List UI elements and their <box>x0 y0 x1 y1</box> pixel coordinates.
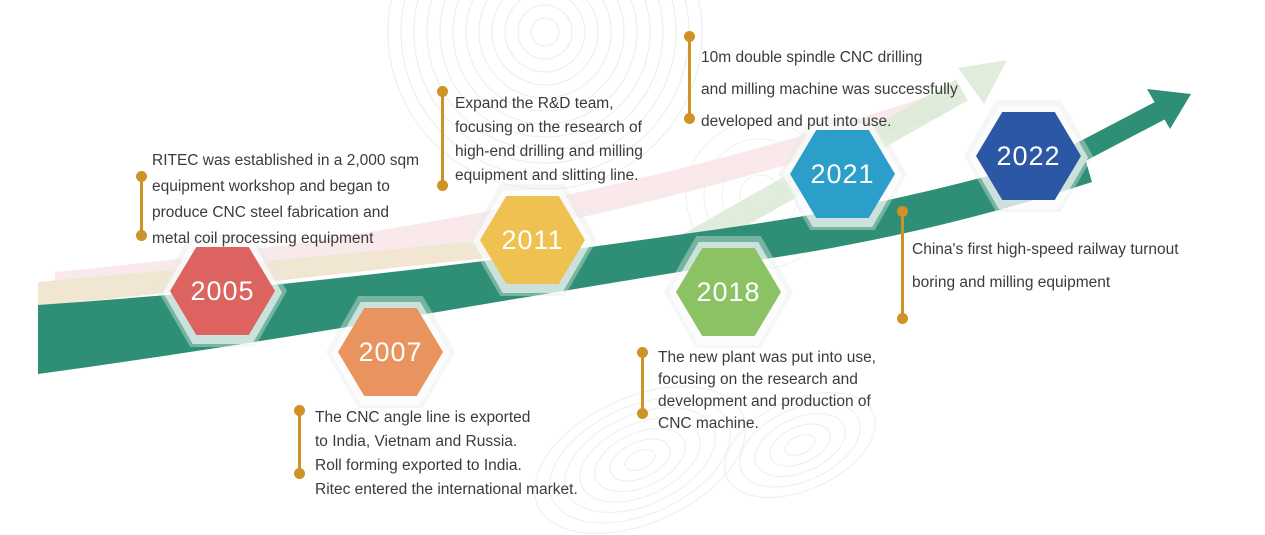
description-line: RITEC was established in a 2,000 sqm <box>152 152 420 169</box>
description-line: focusing on the research of <box>455 119 642 136</box>
description-line: equipment and slitting line. <box>455 167 639 184</box>
description-line: focusing on the research and <box>658 371 858 388</box>
description-line: CNC machine. <box>658 415 759 432</box>
connector-2022 <box>897 206 908 324</box>
milestone-hex-2022: 2022 <box>964 100 1093 212</box>
hex-body: 2021 <box>790 130 895 218</box>
connector-dot-top <box>897 206 908 217</box>
description-line: China's first high-speed railway turnout <box>912 241 1179 258</box>
milestone-hex-2018: 2018 <box>664 236 793 348</box>
connector-dot-top <box>684 31 695 42</box>
contour-rings-bottom-left <box>533 386 747 534</box>
description-line: boring and milling equipment <box>912 274 1111 291</box>
connector-2018 <box>637 347 648 419</box>
connector-dot-top <box>294 405 305 416</box>
description-line: Roll forming exported to India. <box>315 457 522 474</box>
year-label: 2011 <box>501 224 564 255</box>
description-line: produce CNC steel fabrication and <box>152 204 389 221</box>
year-label: 2007 <box>358 336 423 367</box>
description-line: Expand the R&D team, <box>455 95 614 112</box>
milestone-hex-2007: 2007 <box>326 296 455 408</box>
connector-2007 <box>294 405 305 479</box>
connector-dot-top <box>637 347 648 358</box>
milestone-hex-2005: 2005 <box>158 235 287 347</box>
connector-2011 <box>437 86 448 191</box>
description-line: Ritec entered the international market. <box>315 481 578 498</box>
year-label: 2022 <box>996 140 1061 171</box>
connector-dot-bottom <box>136 230 147 241</box>
description-2022: China's first high-speed railway turnout… <box>912 233 1179 299</box>
description-line: The CNC angle line is exported <box>315 409 531 426</box>
contour-rings-bottom-right <box>724 392 876 498</box>
connector-dot-bottom <box>897 313 908 324</box>
description-2018: The new plant was put into use, focusing… <box>658 347 876 435</box>
pink-band <box>55 88 952 300</box>
description-line: high-end drilling and milling <box>455 143 643 160</box>
connector-dot-top <box>136 171 147 182</box>
description-line: The new plant was put into use, <box>658 349 876 366</box>
connector-dot-bottom <box>294 468 305 479</box>
connector-dot-bottom <box>684 113 695 124</box>
connector-dot-bottom <box>437 180 448 191</box>
connector-2021 <box>684 31 695 124</box>
description-2011: Expand the R&D team, focusing on the res… <box>455 92 643 188</box>
description-line: development and production of <box>658 393 871 410</box>
description-line: equipment workshop and began to <box>152 178 390 195</box>
description-line: to India, Vietnam and Russia. <box>315 433 518 450</box>
milestone-hex-2021: 2021 <box>778 118 907 230</box>
growth-arrow-head <box>1147 89 1191 129</box>
description-line: 10m double spindle CNC drilling <box>701 49 923 66</box>
description-2005: RITEC was established in a 2,000 sqm equ… <box>152 148 419 252</box>
description-2021: 10m double spindle CNC drilling and mill… <box>701 42 958 138</box>
description-line: developed and put into use. <box>701 113 892 130</box>
connector-dot-top <box>437 86 448 97</box>
year-label: 2021 <box>810 158 875 189</box>
year-label: 2018 <box>696 276 761 307</box>
description-2007: The CNC angle line is exported to India,… <box>315 406 578 502</box>
connector-dot-bottom <box>637 408 648 419</box>
connector-2005 <box>136 171 147 241</box>
year-label: 2005 <box>190 275 255 306</box>
milestone-hex-2011: 2011 <box>468 184 597 296</box>
description-line: and milling machine was successfully <box>701 81 958 98</box>
description-line: metal coil processing equipment <box>152 230 374 247</box>
